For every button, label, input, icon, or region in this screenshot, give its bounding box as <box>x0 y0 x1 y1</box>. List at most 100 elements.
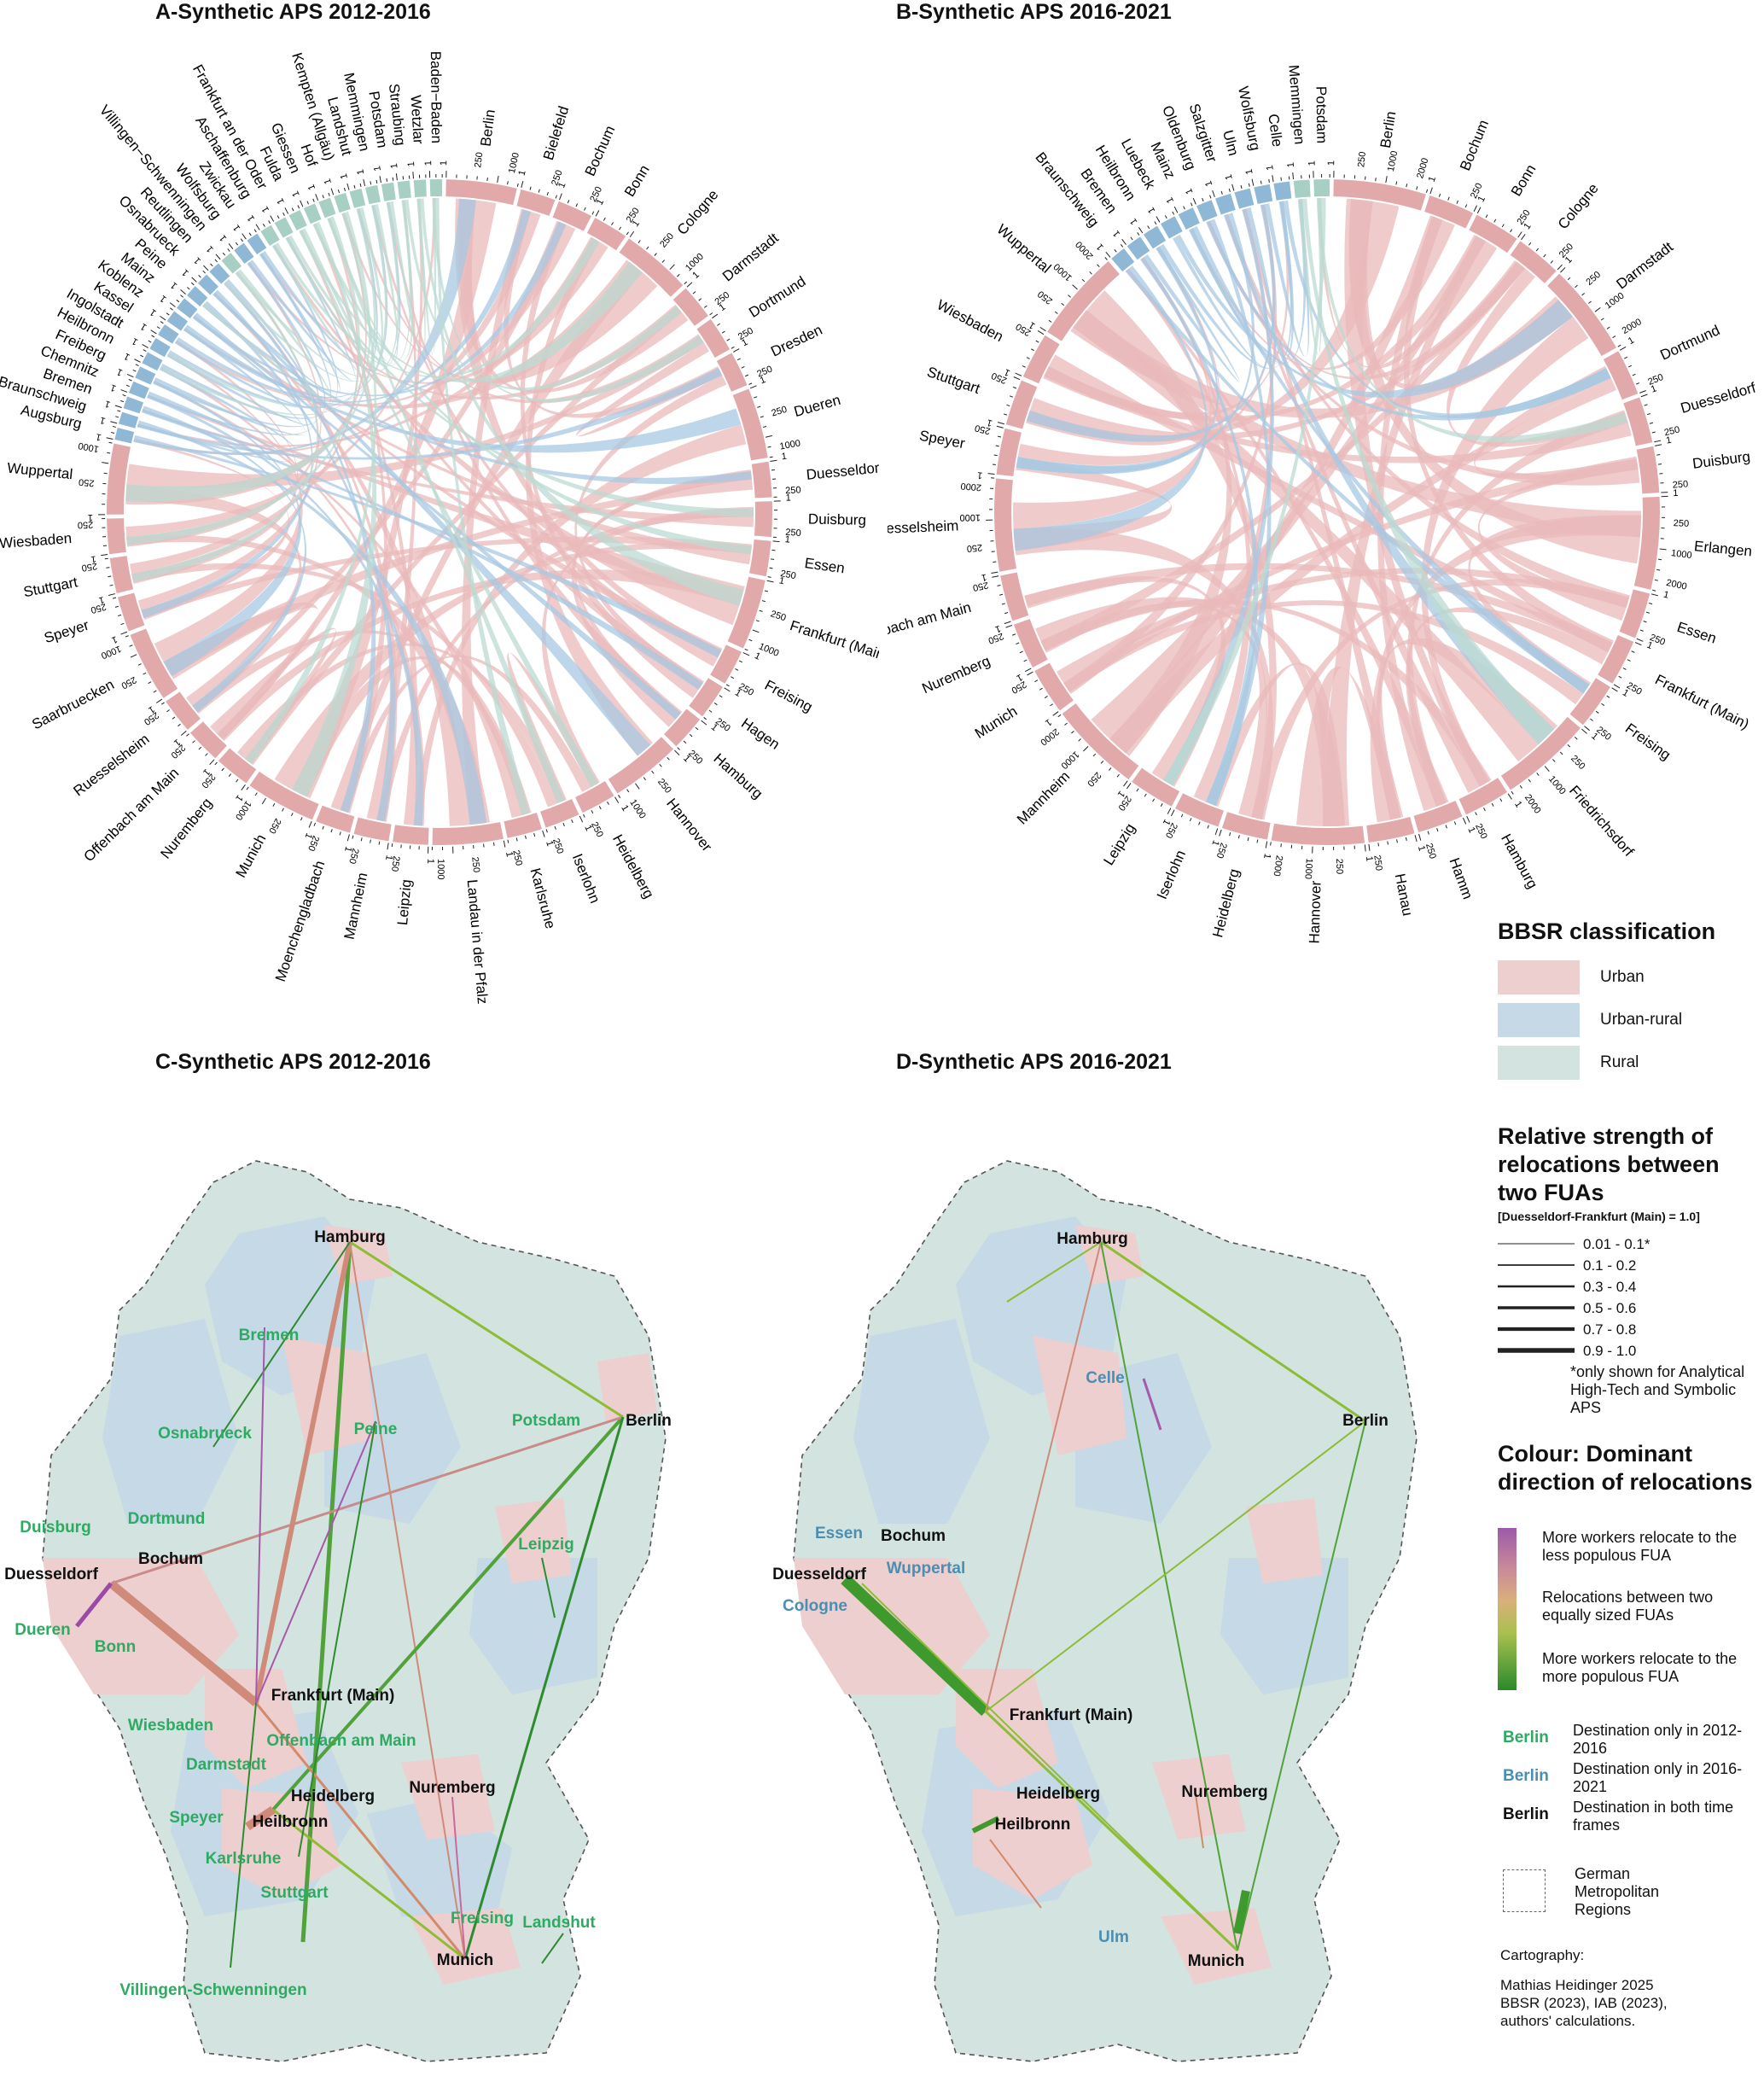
strength-item-0: 0.01 - 0.1* <box>1583 1236 1650 1252</box>
city-label: Frankfurt (Main) <box>1010 1706 1133 1724</box>
tick-label: 2000 <box>1074 239 1095 261</box>
axis-tick <box>1260 180 1262 184</box>
strength-note: *only shown for Analytical High-Tech and… <box>1570 1363 1745 1416</box>
urban-label: Urban <box>1600 968 1645 986</box>
sector-label: Duesseldorf <box>806 459 879 483</box>
axis-tick <box>764 590 769 592</box>
axis-tick <box>1237 835 1240 839</box>
tick-label: 1 <box>88 512 93 522</box>
sector-label: Karlsruhe <box>527 866 558 930</box>
sector-label: Bielefeld <box>540 104 572 162</box>
axis-tick <box>1013 376 1021 381</box>
sector-label: Hanau <box>1392 872 1416 918</box>
axis-tick <box>1071 730 1074 734</box>
sector-label: Ruesselsheim <box>70 731 152 799</box>
axis-tick <box>1590 718 1593 721</box>
sector-arc <box>1062 703 1139 780</box>
sector-label: Potsdam <box>1313 86 1330 143</box>
metropolitan-region-swatch <box>1503 1869 1546 1912</box>
axis-tick <box>120 631 128 635</box>
axis-tick <box>545 829 548 833</box>
axis-tick <box>1581 293 1585 296</box>
axis-tick <box>1659 548 1667 551</box>
axis-tick <box>583 813 585 818</box>
tick-label: 1000 <box>507 152 521 174</box>
tick-label: 1 <box>1165 195 1176 205</box>
sector-label: Moenchengladbach <box>272 859 329 984</box>
axis-tick <box>242 233 247 240</box>
axis-tick <box>1658 558 1662 561</box>
axis-tick <box>717 323 720 326</box>
sector-label: Bochum <box>582 123 619 178</box>
axis-tick <box>312 198 315 202</box>
axis-tick <box>370 839 371 843</box>
axis-tick <box>378 841 381 845</box>
axis-tick <box>169 302 176 307</box>
sector-arc <box>1636 446 1660 494</box>
sector-arc <box>1293 179 1311 198</box>
axis-tick <box>1453 821 1457 825</box>
axis-tick <box>637 240 641 244</box>
axis-tick <box>1639 629 1644 632</box>
sector-label: Hannover <box>663 796 715 855</box>
axis-tick <box>1247 837 1249 842</box>
tick-label: 250 <box>779 569 796 581</box>
axis-tick <box>483 843 485 848</box>
axis-tick <box>998 435 1002 438</box>
sector-arc <box>381 182 396 201</box>
sector-arc <box>1458 778 1508 815</box>
tick-label: 250 <box>987 631 1004 646</box>
tick-label: 1 <box>1209 839 1220 848</box>
sector-arc <box>109 556 134 594</box>
sector-arc <box>117 592 145 632</box>
axis-tick <box>614 796 620 803</box>
axis-tick <box>725 684 730 687</box>
tick-label: 250 <box>389 855 401 872</box>
axis-tick <box>748 382 753 385</box>
axis-tick <box>1656 569 1661 571</box>
axis-tick <box>110 421 118 424</box>
city-label: Duesseldorf <box>4 1566 98 1583</box>
credits-line-0: Cartography: <box>1500 1947 1585 1963</box>
axis-tick <box>1646 413 1650 416</box>
chord-ribbon <box>1026 201 1400 442</box>
sector-arc <box>316 805 355 833</box>
sector-arc <box>1598 635 1634 684</box>
tick-label: 1 <box>246 213 257 224</box>
axis-tick <box>1557 264 1563 271</box>
sector-arc <box>365 184 381 205</box>
axis-tick <box>1004 621 1011 625</box>
tick-label: 250 <box>1036 289 1055 306</box>
axis-tick <box>763 426 767 428</box>
sector-arc <box>1510 241 1557 283</box>
sector-arc <box>1005 380 1038 429</box>
strength-item-2: 0.3 - 0.4 <box>1583 1279 1636 1295</box>
axis-tick <box>646 246 649 250</box>
tick-label: 1 <box>233 793 244 803</box>
axis-tick <box>749 385 757 389</box>
axis-tick <box>515 837 518 842</box>
credits-line-3: authors' calculations. <box>1500 2013 1636 2029</box>
axis-tick <box>998 422 1004 425</box>
axis-tick <box>1280 843 1282 848</box>
axis-tick <box>241 784 246 790</box>
tick-label: 1 <box>1146 206 1157 215</box>
sector-arc <box>260 225 280 247</box>
colour-item-0: More workers relocate to the less populo… <box>1542 1529 1738 1564</box>
axis-tick <box>559 193 562 201</box>
tick-label: 1 <box>1512 800 1523 810</box>
sector-label: Berlin <box>478 108 498 148</box>
rural-label: Rural <box>1600 1053 1639 1071</box>
axis-tick <box>1600 318 1604 321</box>
axis-tick <box>701 720 707 726</box>
city-label: Berlin <box>626 1412 672 1430</box>
axis-tick <box>1396 839 1398 843</box>
tick-label: 1 <box>423 160 434 166</box>
sector-arc <box>189 721 227 759</box>
axis-tick <box>598 806 602 810</box>
chord-ribbon <box>1189 219 1455 370</box>
axis-tick <box>579 815 584 823</box>
axis-tick <box>284 207 289 214</box>
axis-tick <box>160 702 165 705</box>
axis-tick <box>126 374 134 378</box>
